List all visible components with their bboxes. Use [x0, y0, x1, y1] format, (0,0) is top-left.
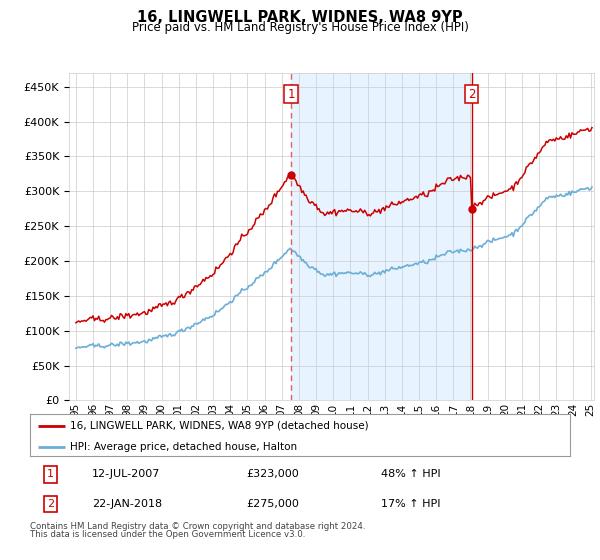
Text: 17% ↑ HPI: 17% ↑ HPI: [381, 499, 440, 509]
Text: HPI: Average price, detached house, Halton: HPI: Average price, detached house, Halt…: [71, 442, 298, 452]
Text: This data is licensed under the Open Government Licence v3.0.: This data is licensed under the Open Gov…: [30, 530, 305, 539]
Text: £323,000: £323,000: [246, 469, 299, 479]
Text: 1: 1: [287, 87, 295, 101]
Text: 2: 2: [468, 87, 475, 101]
Text: Price paid vs. HM Land Registry's House Price Index (HPI): Price paid vs. HM Land Registry's House …: [131, 21, 469, 34]
Text: 16, LINGWELL PARK, WIDNES, WA8 9YP (detached house): 16, LINGWELL PARK, WIDNES, WA8 9YP (deta…: [71, 421, 369, 431]
Bar: [291, 73, 472, 400]
Text: £275,000: £275,000: [246, 499, 299, 509]
Text: Contains HM Land Registry data © Crown copyright and database right 2024.: Contains HM Land Registry data © Crown c…: [30, 522, 365, 531]
Text: 1: 1: [47, 469, 54, 479]
Text: 2: 2: [47, 499, 54, 509]
Text: 22-JAN-2018: 22-JAN-2018: [92, 499, 162, 509]
Text: 16, LINGWELL PARK, WIDNES, WA8 9YP: 16, LINGWELL PARK, WIDNES, WA8 9YP: [137, 10, 463, 25]
Text: 48% ↑ HPI: 48% ↑ HPI: [381, 469, 440, 479]
Text: 12-JUL-2007: 12-JUL-2007: [92, 469, 160, 479]
